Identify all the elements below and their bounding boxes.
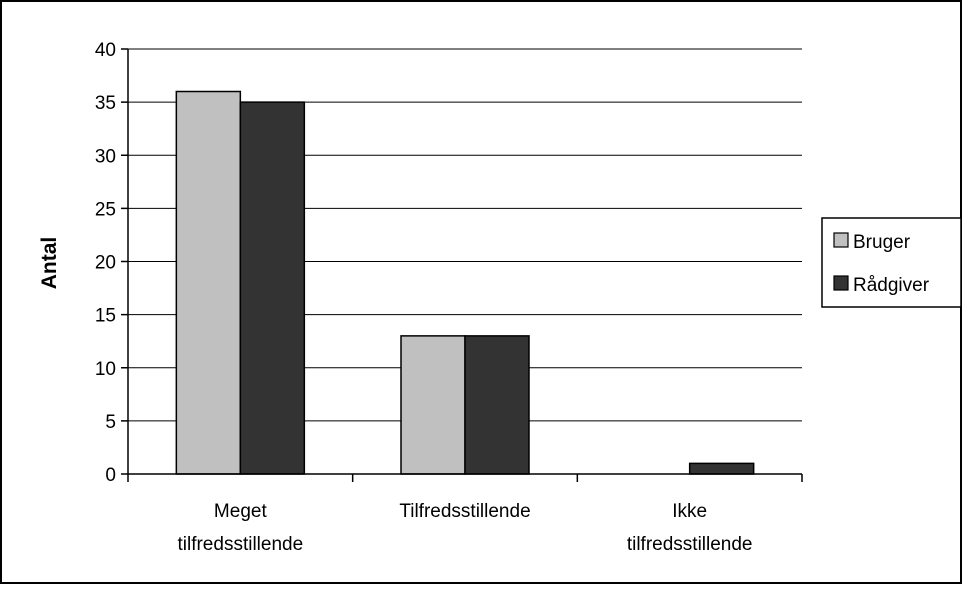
legend: Bruger Rådgiver — [821, 217, 962, 308]
y-tick-label: 5 — [105, 412, 116, 433]
y-tick-label: 20 — [95, 253, 116, 274]
y-axis-label: Antal — [38, 237, 61, 290]
y-tick-label: 10 — [95, 359, 116, 380]
x-tick-label: tilfredsstillende — [627, 534, 753, 555]
tick-labels: 0 5 10 15 20 25 30 35 40 — [95, 40, 116, 486]
legend-label: Rådgiver — [853, 275, 930, 296]
bar-bruger — [400, 335, 466, 475]
y-tick-label: 25 — [95, 199, 116, 220]
y-tick-label: 15 — [95, 306, 116, 327]
legend-swatch-r-dgiver — [833, 275, 849, 291]
x-tick-label: Ikke — [672, 501, 707, 522]
x-tick-label: Tilfredsstillende — [399, 501, 530, 522]
y-tick-label: 0 — [105, 465, 116, 486]
bar-bruger — [175, 90, 242, 475]
y-tick-label: 40 — [95, 40, 116, 61]
legend-swatch-bruger — [833, 232, 849, 248]
y-tick-label: 35 — [95, 93, 116, 114]
bars — [175, 90, 755, 475]
y-tick-label: 30 — [95, 146, 116, 167]
category-labels: Meget tilfredsstillende Tilfredsstillende I… — [177, 501, 752, 555]
x-tick-label: tilfredsstillende — [177, 534, 303, 555]
bar-r-dgiver — [464, 335, 530, 475]
legend-label: Bruger — [853, 232, 911, 253]
bar-r-dgiver — [688, 462, 755, 475]
bar-r-dgiver — [239, 101, 306, 475]
x-tick-label: Meget — [214, 501, 268, 522]
axes — [121, 48, 803, 482]
